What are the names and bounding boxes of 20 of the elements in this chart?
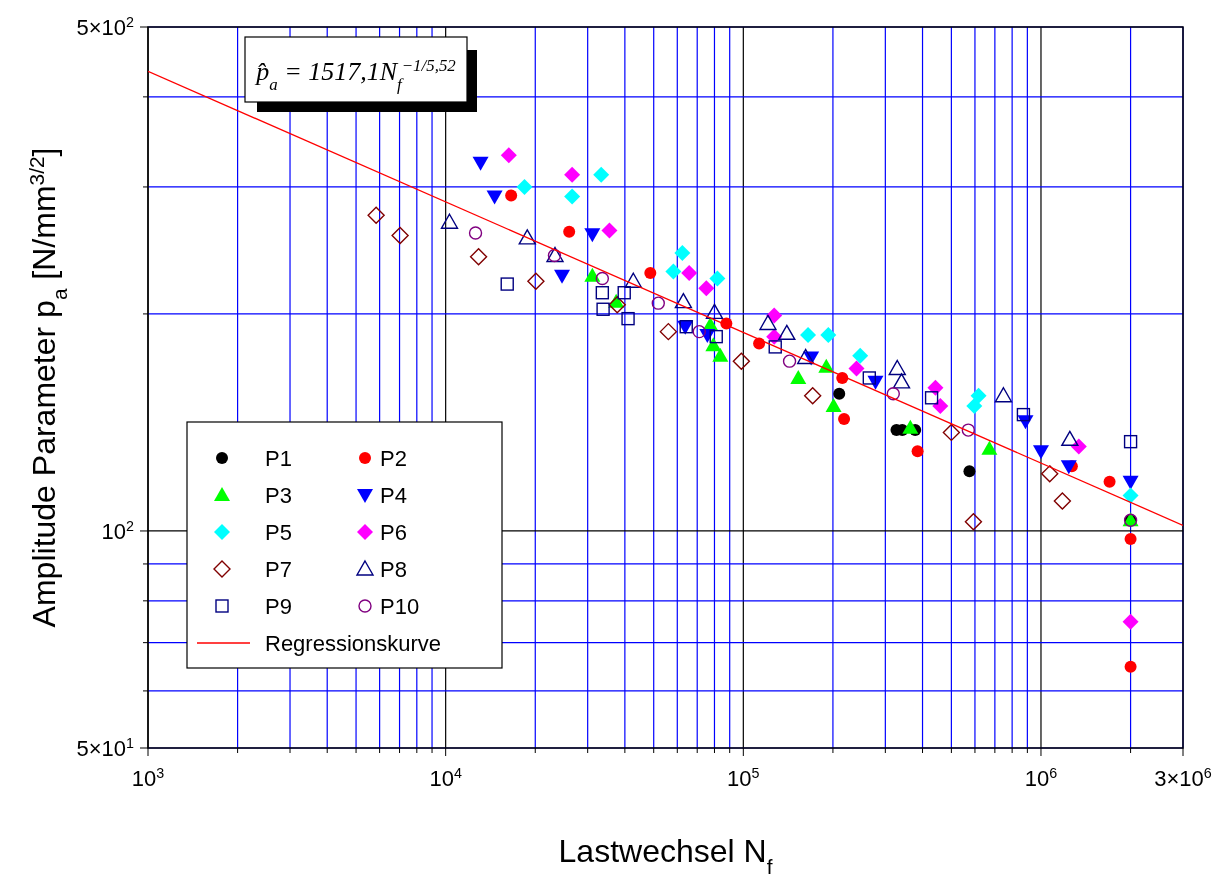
y-tick-label: 5×10$^{1}$	[76, 735, 135, 761]
legend-label: P9	[265, 594, 292, 619]
legend-label: P2	[380, 446, 407, 471]
x-tick-label: 10$^{3}$	[131, 765, 165, 791]
x-tick-label: 10$^{5}$	[727, 765, 760, 791]
x-axis-title: Lastwechsel N$_{f}$	[558, 833, 773, 878]
y-tick-label: 5×10$^{2}$	[76, 14, 135, 40]
y-tick-label: 10$^{2}$	[101, 517, 135, 544]
legend-label: P10	[380, 594, 420, 619]
legend-label: P4	[380, 483, 407, 508]
x-tick-label: 10$^{6}$	[1024, 765, 1058, 791]
legend-label: Regressionskurve	[265, 631, 442, 656]
x-tick-label: 3×10$^{6}$	[1154, 765, 1212, 791]
legend-label: P3	[265, 483, 292, 508]
legend-label: P1	[265, 446, 292, 471]
legend-label: P8	[380, 557, 407, 582]
legend-label: P7	[265, 557, 292, 582]
x-tick-label: 10$^{4}$	[429, 765, 462, 791]
legend-label: P5	[265, 520, 292, 545]
legend-label: P6	[380, 520, 407, 545]
